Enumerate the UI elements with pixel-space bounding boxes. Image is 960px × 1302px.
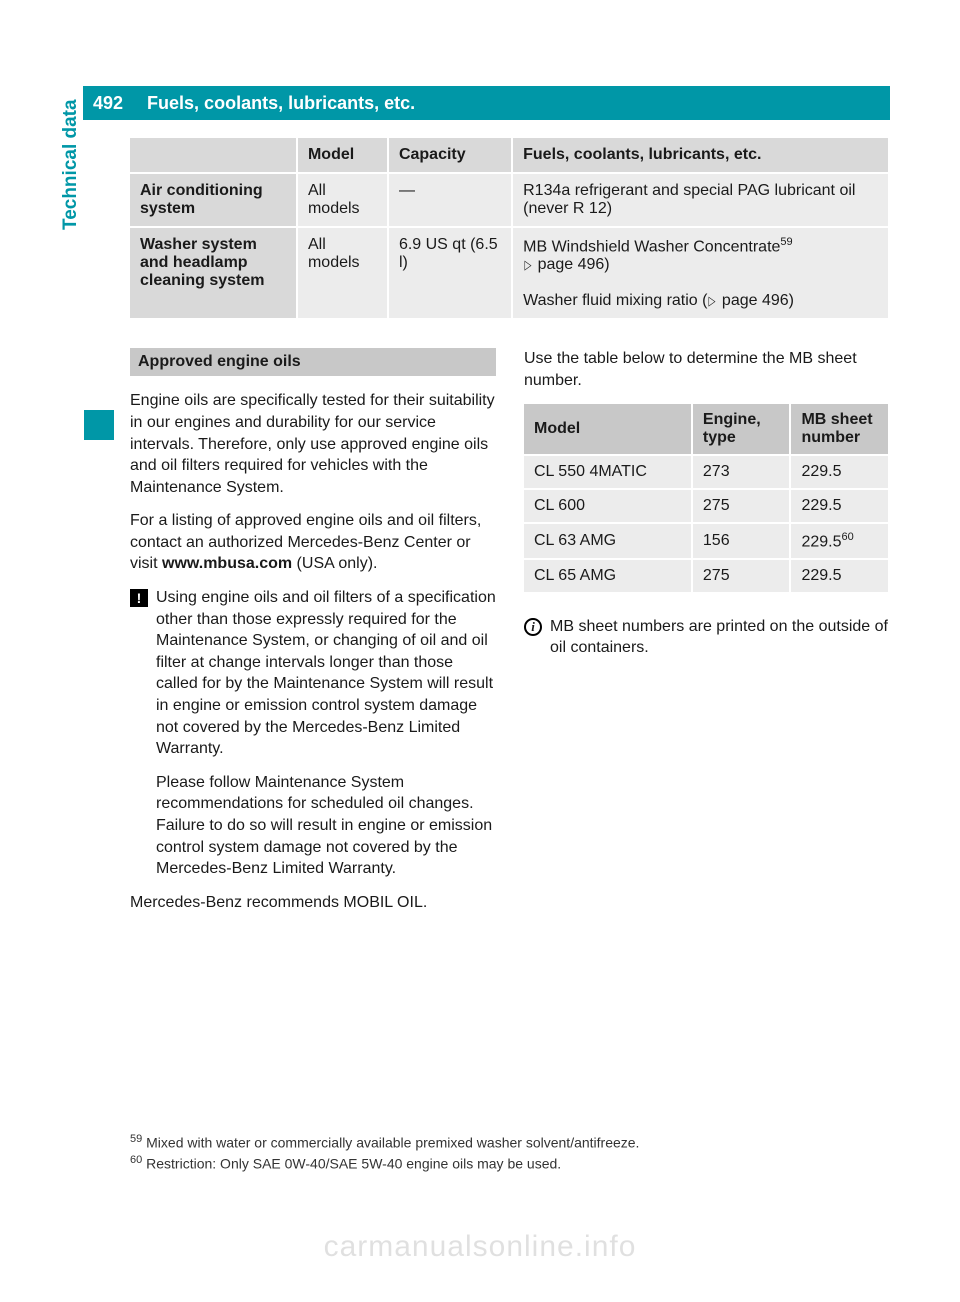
footnote: 59 Mixed with water or commercially avai… <box>130 1133 890 1151</box>
right-column: Use the table below to determine the MB … <box>524 348 890 925</box>
warning-note: ! Using engine oils and oil filters of a… <box>130 587 496 880</box>
info-note: i MB sheet numbers are printed on the ou… <box>524 616 890 659</box>
table-row: CL 63 AMG 156 229.560 <box>524 523 889 559</box>
footnote-ref: 59 <box>780 236 792 248</box>
table-cell: 229.5 <box>790 455 889 489</box>
cell-text: MB Windshield Washer Concentrate <box>523 238 780 255</box>
footnote-ref: 60 <box>841 531 853 543</box>
table-cell: 273 <box>692 455 791 489</box>
body-text: Using engine oils and oil filters of a s… <box>156 587 496 760</box>
table-header: Fuels, coolants, lubricants, etc. <box>512 138 889 173</box>
table-header <box>130 138 297 173</box>
page-number: 492 <box>83 86 133 120</box>
table-cell: CL 63 AMG <box>524 523 692 559</box>
side-tab-label: Technical data <box>60 99 82 230</box>
cell-text: Washer fluid mixing ratio (▷ page 496) <box>523 292 794 309</box>
triangle-icon: ▷ <box>525 257 532 273</box>
table-header: Model <box>297 138 388 173</box>
text: 229.5 <box>801 567 841 584</box>
table-header: Engine, type <box>692 404 791 455</box>
table-cell: 229.560 <box>790 523 889 559</box>
warning-icon: ! <box>130 589 148 607</box>
capacities-table: Model Capacity Fuels, coolants, lubrican… <box>130 138 890 320</box>
text: 229.5 <box>801 497 841 514</box>
body-text: For a listing of approved engine oils an… <box>130 510 496 575</box>
mb-sheet-table: Model Engine, type MB sheet number CL 55… <box>524 404 890 594</box>
table-cell: 275 <box>692 489 791 523</box>
footnote: 60 Restriction: Only SAE 0W-40/SAE 5W-40… <box>130 1154 890 1172</box>
table-cell: 229.5 <box>790 559 889 593</box>
text: 229.5 <box>801 463 841 480</box>
table-row: Washer system and headlamp cleaning syst… <box>130 227 889 319</box>
body-text: MB sheet numbers are printed on the outs… <box>550 616 890 659</box>
body-text: Use the table below to determine the MB … <box>524 348 890 391</box>
footnote-num: 60 <box>130 1154 142 1166</box>
table-cell: — <box>388 173 512 227</box>
table-cell: 6.9 US qt (6.5 l) <box>388 227 512 319</box>
link-text: www.mbusa.com <box>162 555 292 572</box>
info-icon: i <box>524 618 542 636</box>
page-title: Fuels, coolants, lubricants, etc. <box>133 86 890 120</box>
table-row: Air conditioning system All models — R13… <box>130 173 889 227</box>
cell-text: ▷ page 496) <box>523 256 610 273</box>
table-cell: Air conditioning system <box>130 173 297 227</box>
table-header: MB sheet number <box>790 404 889 455</box>
table-row: CL 550 4MATIC 273 229.5 <box>524 455 889 489</box>
table-cell: Washer system and headlamp cleaning syst… <box>130 227 297 319</box>
table-cell: 156 <box>692 523 791 559</box>
table-cell: All models <box>297 173 388 227</box>
table-cell: MB Windshield Washer Concentrate59 ▷ pag… <box>512 227 889 319</box>
page-content: Model Capacity Fuels, coolants, lubrican… <box>130 138 890 925</box>
body-text: Please follow Maintenance System recomme… <box>156 772 496 880</box>
table-header: Capacity <box>388 138 512 173</box>
footnotes: 59 Mixed with water or commercially avai… <box>130 1133 890 1176</box>
triangle-icon: ▷ <box>709 293 716 309</box>
section-heading: Approved engine oils <box>130 348 496 376</box>
table-cell: CL 550 4MATIC <box>524 455 692 489</box>
left-column: Approved engine oils Engine oils are spe… <box>130 348 496 925</box>
watermark: carmanualsonline.info <box>324 1230 637 1264</box>
two-column-layout: Approved engine oils Engine oils are spe… <box>130 348 890 925</box>
page-header: 492 Fuels, coolants, lubricants, etc. <box>83 86 890 120</box>
table-header: Model <box>524 404 692 455</box>
footnote-num: 59 <box>130 1133 142 1145</box>
table-row: CL 600 275 229.5 <box>524 489 889 523</box>
table-cell: CL 65 AMG <box>524 559 692 593</box>
side-tab-marker <box>84 410 114 440</box>
table-cell: R134a refrigerant and special PAG lubric… <box>512 173 889 227</box>
table-cell: CL 600 <box>524 489 692 523</box>
table-cell: 275 <box>692 559 791 593</box>
footnote-text: Mixed with water or commercially availab… <box>146 1134 639 1150</box>
footnote-text: Restriction: Only SAE 0W-40/SAE 5W-40 en… <box>146 1156 561 1172</box>
table-row: CL 65 AMG 275 229.5 <box>524 559 889 593</box>
body-text: Engine oils are specifically tested for … <box>130 390 496 498</box>
text: 229.5 <box>801 533 841 550</box>
text: (USA only). <box>292 555 377 572</box>
table-cell: All models <box>297 227 388 319</box>
body-text: Mercedes-Benz recommends MOBIL OIL. <box>130 892 496 914</box>
table-cell: 229.5 <box>790 489 889 523</box>
